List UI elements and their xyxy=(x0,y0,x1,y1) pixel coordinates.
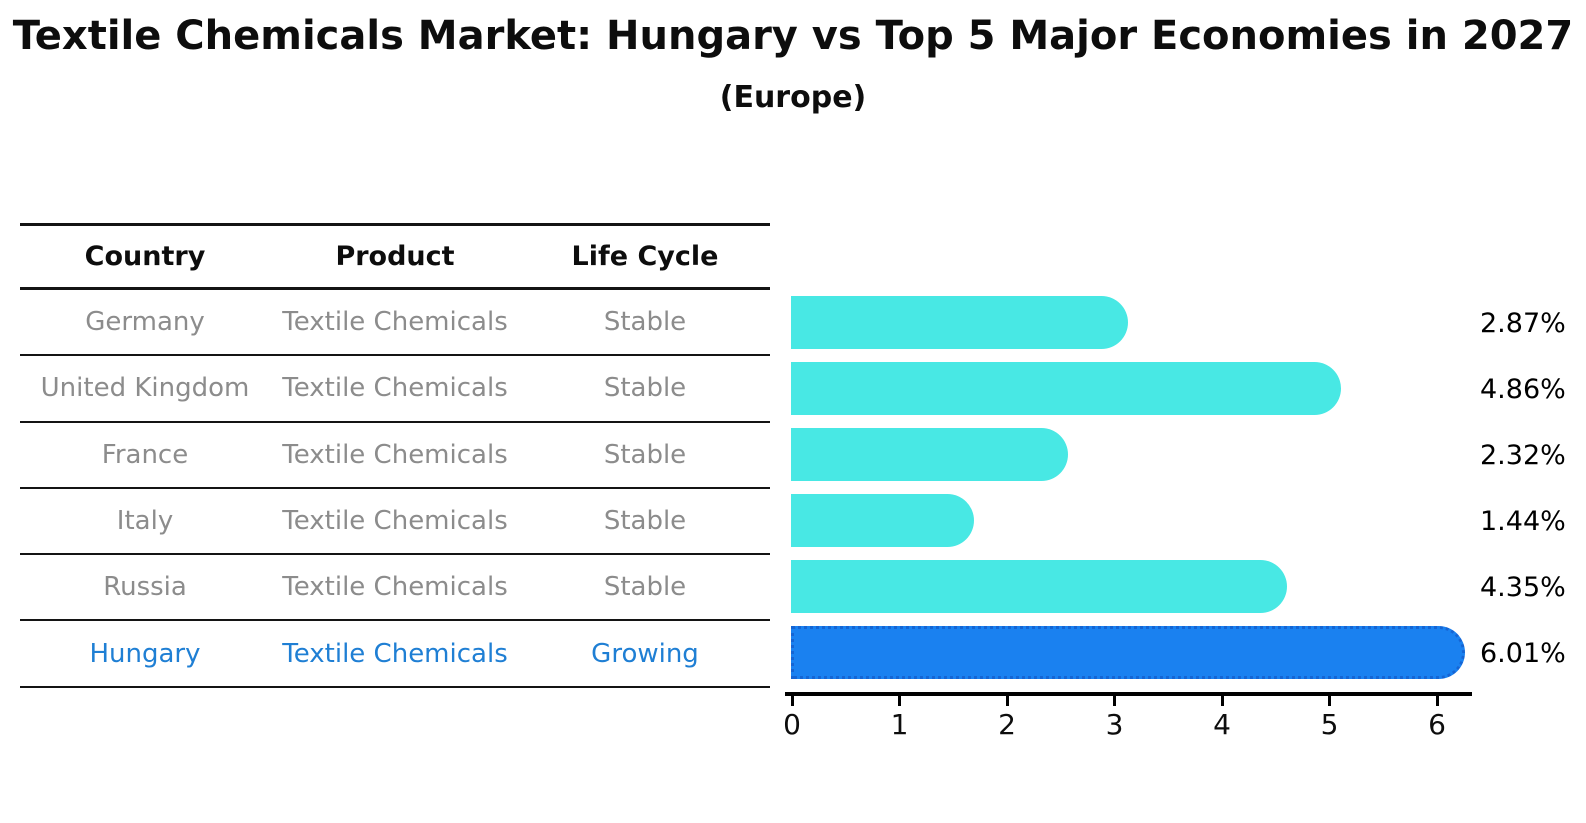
column-header-product: Product xyxy=(335,241,455,272)
table-cell: Textile Chemicals xyxy=(282,506,508,537)
x-tick-label: 6 xyxy=(1428,708,1446,741)
bar-italy xyxy=(791,493,974,547)
column-header-country: Country xyxy=(84,241,206,272)
table-cell: Russia xyxy=(103,572,187,603)
chart-subtitle: (Europe) xyxy=(719,80,867,115)
table-row-hungary: Hungary Textile Chemicals Growing xyxy=(20,621,770,688)
x-tick xyxy=(1328,696,1331,706)
table-cell: Textile Chemicals xyxy=(282,307,508,338)
bar-germany xyxy=(791,295,1128,349)
table-cell: Stable xyxy=(603,307,687,338)
table-cell: Hungary xyxy=(89,638,201,669)
table-cell: Textile Chemicals xyxy=(282,638,508,669)
table-row-germany: Germany Textile Chemicals Stable xyxy=(20,290,770,357)
x-tick-label: 3 xyxy=(1105,708,1124,741)
x-tick xyxy=(1005,696,1009,706)
x-tick xyxy=(790,696,794,706)
bar-hungary xyxy=(791,625,1466,679)
x-tick-label: 5 xyxy=(1320,708,1339,741)
table-row-italy: Italy Textile Chemicals Stable xyxy=(20,489,770,556)
table-cell: Stable xyxy=(603,439,687,470)
bar-value-label: 6.01% xyxy=(1480,638,1566,669)
x-tick xyxy=(1220,696,1224,706)
x-tick xyxy=(1435,696,1439,706)
x-axis-line xyxy=(785,692,1472,696)
table-cell: Growing xyxy=(591,638,699,669)
table-cell: United Kingdom xyxy=(40,373,250,404)
x-tick-label: 2 xyxy=(998,708,1016,741)
chart-title: Textile Chemicals Market: Hungary vs Top… xyxy=(12,13,1574,59)
bar-value-label: 4.86% xyxy=(1480,374,1566,405)
x-tick-label: 1 xyxy=(890,708,909,741)
table-cell: Textile Chemicals xyxy=(282,439,508,470)
bar-united-kingdom xyxy=(791,361,1342,415)
bar-value-label: 4.35% xyxy=(1480,572,1566,603)
bar-value-label: 2.32% xyxy=(1480,440,1566,471)
bar-russia xyxy=(791,559,1287,613)
table-row-united-kingdom: United Kingdom Textile Chemicals Stable xyxy=(20,356,770,423)
table-cell: Italy xyxy=(116,506,174,537)
bar-value-label: 1.44% xyxy=(1480,506,1566,537)
table-body: Germany Textile Chemicals Stable United Kin… xyxy=(20,290,770,688)
table-row-france: France Textile Chemicals Stable xyxy=(20,423,770,489)
table-cell: Stable xyxy=(603,373,687,404)
table-cell: France xyxy=(101,439,189,470)
table-cell: Textile Chemicals xyxy=(282,572,508,603)
column-header-life-cycle: Life Cycle xyxy=(571,241,719,272)
table-header-row: Country Product Life Cycle xyxy=(20,226,770,287)
comparison-table: Country Product Life Cycle Germany Textil… xyxy=(20,223,770,688)
table-header-rule xyxy=(20,287,770,290)
x-tick-label: 0 xyxy=(783,708,801,741)
table-row-russia: Russia Textile Chemicals Stable xyxy=(20,555,770,622)
table-top-rule xyxy=(20,223,770,226)
table-cell: Stable xyxy=(603,506,687,537)
x-tick xyxy=(898,696,901,706)
bar-france xyxy=(791,427,1069,481)
table-cell: Stable xyxy=(603,572,687,603)
x-tick-label: 4 xyxy=(1213,708,1231,741)
table-cell: Textile Chemicals xyxy=(282,373,508,404)
x-tick xyxy=(1113,696,1116,706)
bar-value-label: 2.87% xyxy=(1480,308,1566,339)
table-cell: Germany xyxy=(85,307,205,338)
